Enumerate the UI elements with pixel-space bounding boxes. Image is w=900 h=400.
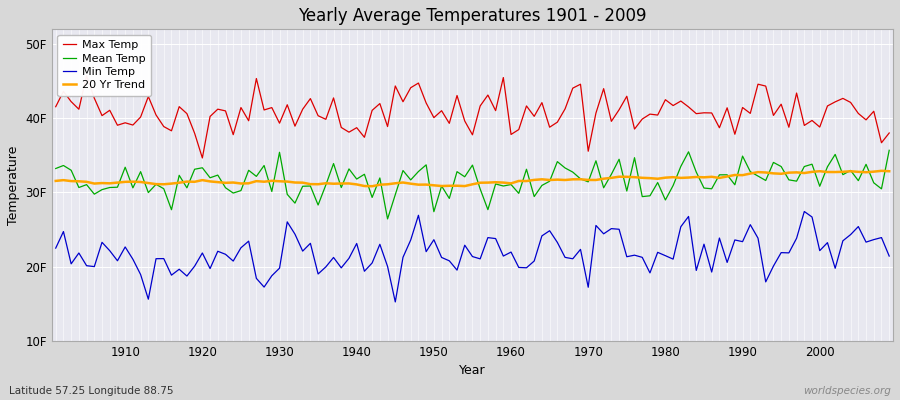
Line: 20 Yr Trend: 20 Yr Trend (56, 171, 889, 186)
Mean Temp (112, 185, 123, 190)
20 Yr Trend (328, 181, 339, 186)
Min Temp (513, 265, 524, 270)
Line: Mean Temp: Mean Temp (56, 150, 889, 219)
Min Temp (282, 220, 292, 224)
Min Temp (328, 255, 339, 260)
Mean Temp (506, 182, 517, 187)
Max Temp (521, 104, 532, 108)
20 Yr Trend (506, 181, 517, 186)
Min Temp (884, 254, 895, 258)
Mean Temp (606, 172, 616, 177)
Max Temp (197, 156, 208, 160)
20 Yr Trend (50, 178, 61, 183)
20 Yr Trend (112, 180, 123, 185)
Max Temp (297, 107, 308, 112)
Min Temp (390, 300, 400, 304)
X-axis label: Year: Year (459, 364, 486, 377)
Mean Temp (328, 161, 339, 166)
Mean Temp (50, 166, 61, 171)
Max Temp (50, 104, 61, 109)
Max Temp (884, 130, 895, 135)
Min Temp (606, 226, 616, 231)
20 Yr Trend (366, 184, 377, 189)
Max Temp (344, 130, 355, 134)
Min Temp (50, 246, 61, 250)
Line: Min Temp: Min Temp (56, 212, 889, 302)
20 Yr Trend (513, 178, 524, 183)
Mean Temp (513, 191, 524, 196)
Max Temp (614, 107, 625, 112)
Y-axis label: Temperature: Temperature (7, 145, 20, 225)
Legend: Max Temp, Mean Temp, Min Temp, 20 Yr Trend: Max Temp, Mean Temp, Min Temp, 20 Yr Tre… (58, 35, 151, 96)
20 Yr Trend (282, 179, 292, 184)
20 Yr Trend (606, 176, 616, 180)
Max Temp (120, 120, 130, 125)
Min Temp (799, 209, 810, 214)
20 Yr Trend (884, 169, 895, 174)
Line: Max Temp: Max Temp (56, 76, 889, 158)
Min Temp (506, 250, 517, 254)
Text: worldspecies.org: worldspecies.org (803, 386, 891, 396)
20 Yr Trend (876, 168, 886, 173)
Max Temp (513, 127, 524, 132)
Title: Yearly Average Temperatures 1901 - 2009: Yearly Average Temperatures 1901 - 2009 (298, 7, 647, 25)
Mean Temp (884, 148, 895, 153)
Min Temp (112, 258, 123, 263)
Text: Latitude 57.25 Longitude 88.75: Latitude 57.25 Longitude 88.75 (9, 386, 174, 396)
Mean Temp (282, 192, 292, 197)
Mean Temp (382, 216, 393, 221)
Max Temp (81, 73, 92, 78)
